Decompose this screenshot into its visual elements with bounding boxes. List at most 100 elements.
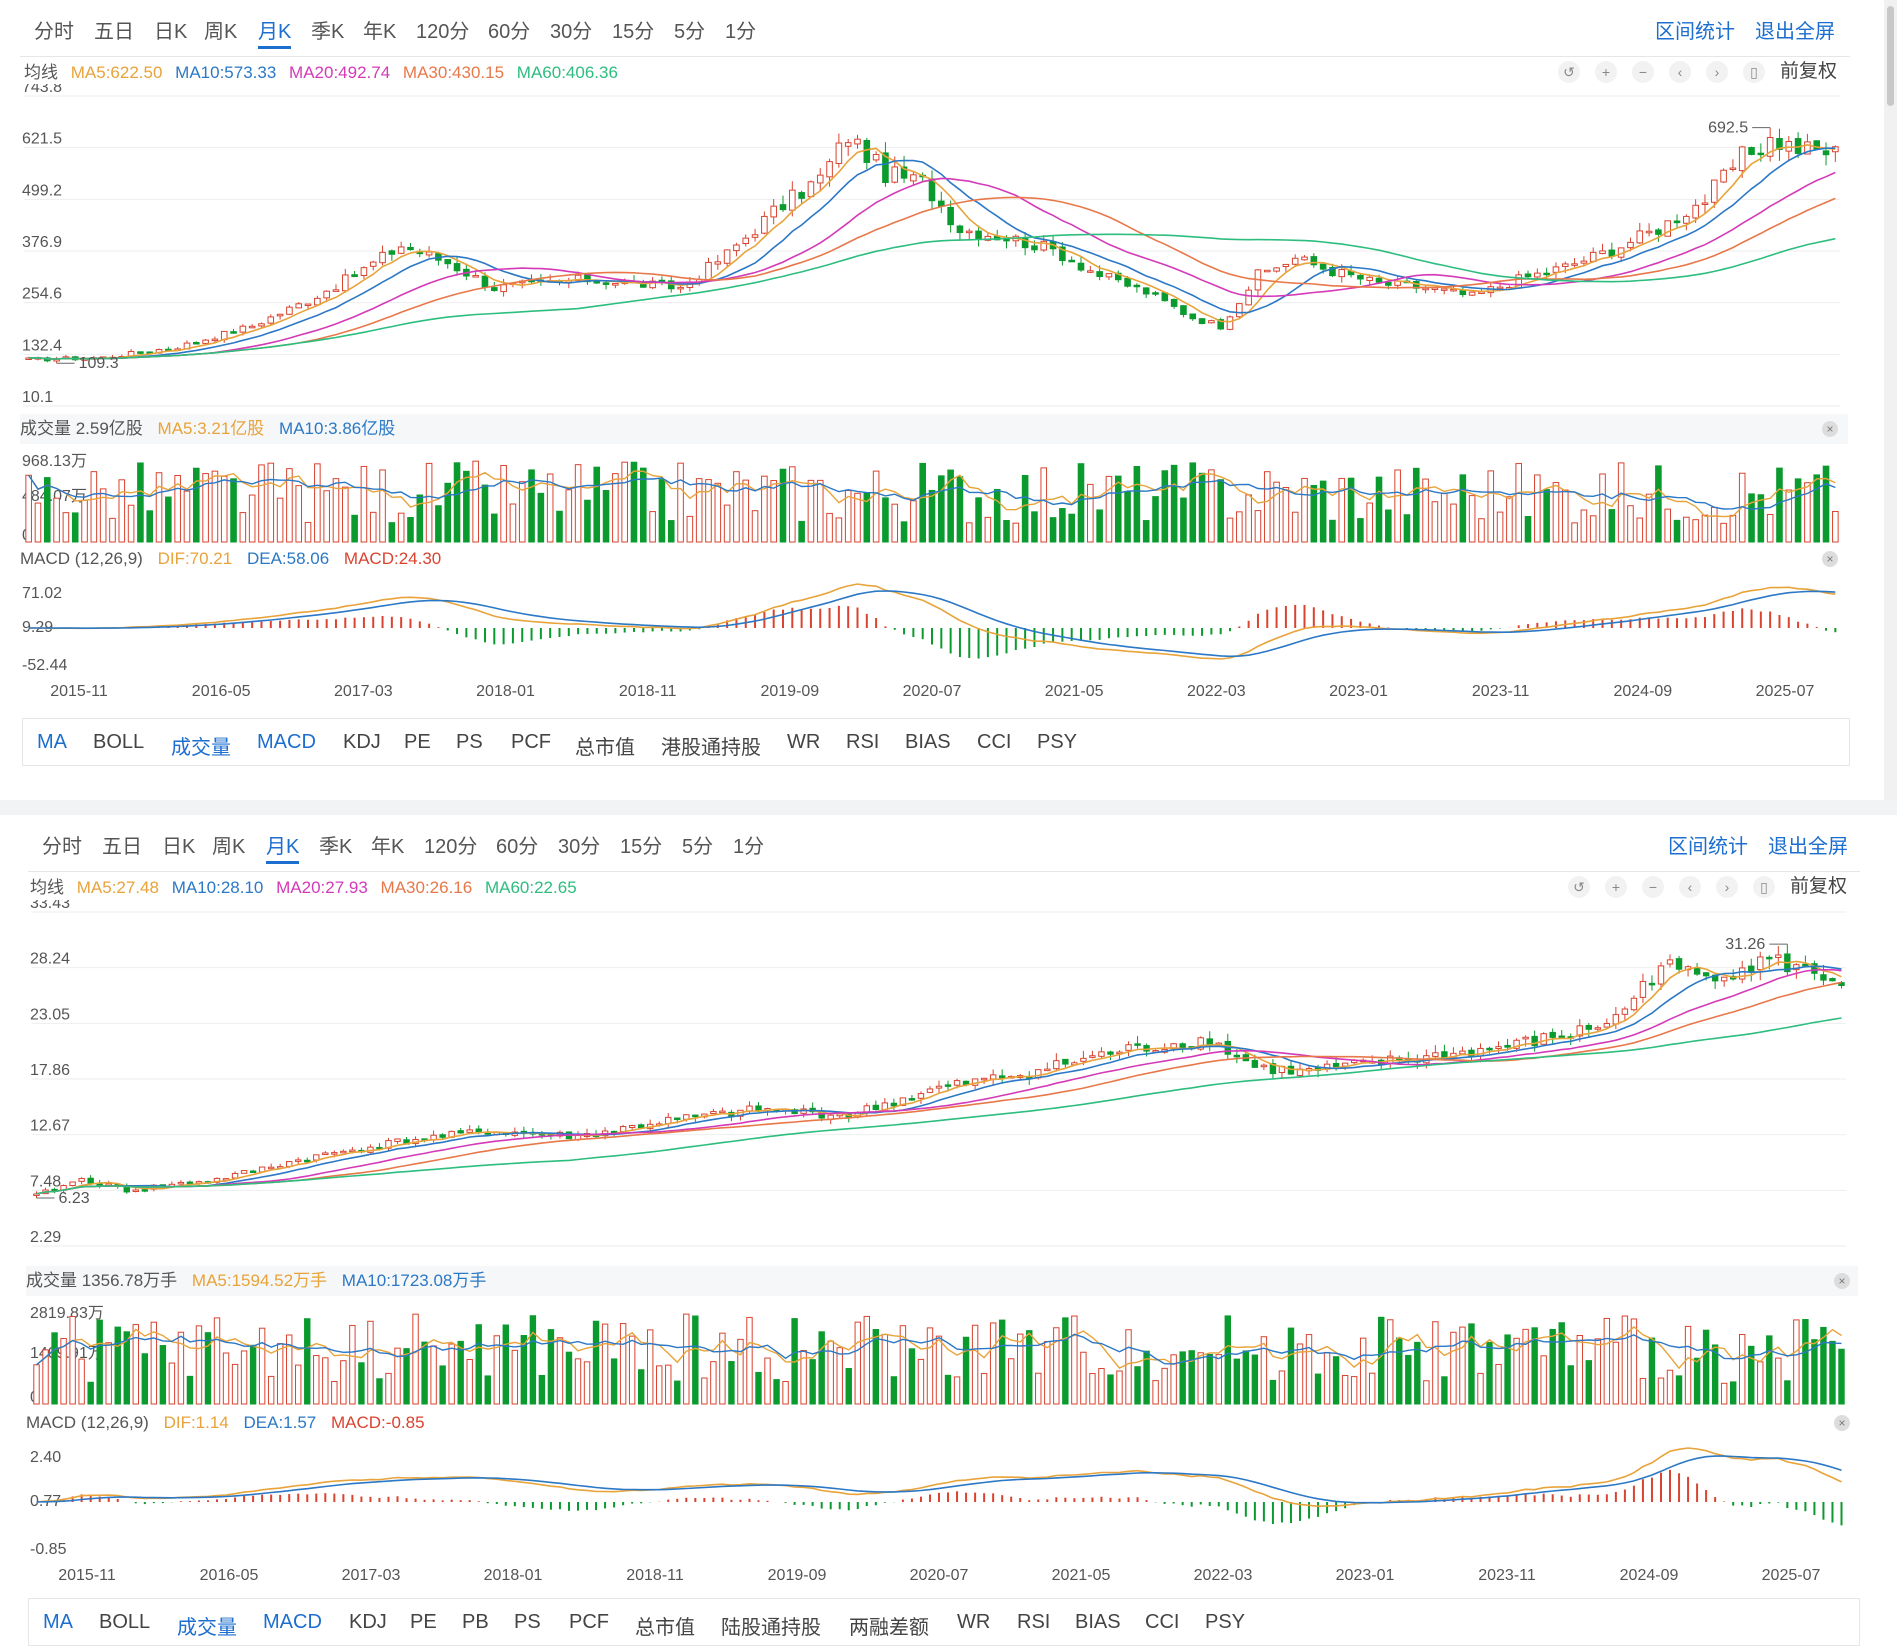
zoom-in-icon[interactable]: + (1605, 876, 1627, 898)
tab-fenshi[interactable]: 分时 (34, 21, 74, 43)
tab-5min[interactable]: 5分 (674, 21, 706, 43)
tab-5min[interactable]: 5分 (682, 836, 714, 858)
tab-30min[interactable]: 30分 (558, 836, 601, 858)
candle-body (1053, 1060, 1060, 1070)
volume-bar (472, 460, 479, 543)
ind-tab-boll[interactable]: BOLL (93, 731, 145, 753)
tab-jik[interactable]: 季K (319, 836, 353, 858)
undo-icon[interactable]: ↺ (1558, 61, 1580, 83)
close-macd-icon[interactable]: × (1822, 551, 1838, 567)
ind-tab-wr[interactable]: WR (957, 1611, 991, 1633)
macd-dea-line (36, 1455, 1842, 1504)
close-volume-icon[interactable]: × (1822, 421, 1838, 437)
ind-tab-cci[interactable]: CCI (977, 731, 1012, 753)
tab-60min[interactable]: 60分 (496, 836, 539, 858)
ind-tab-hk-connect[interactable]: 港股通持股 (661, 737, 761, 759)
candle-body (1739, 967, 1746, 980)
ind-tab-cci[interactable]: CCI (1145, 1611, 1180, 1633)
tab-rik[interactable]: 日K (162, 836, 196, 858)
right-icon[interactable]: › (1706, 61, 1728, 83)
ind-tab-wr[interactable]: WR (787, 731, 821, 753)
ind-tab-volume[interactable]: 成交量 (171, 737, 231, 759)
ind-tab-pe[interactable]: PE (404, 731, 431, 753)
exit-fullscreen-link[interactable]: 退出全屏 (1755, 21, 1835, 43)
volume-bar (610, 1358, 618, 1405)
left-icon[interactable]: ‹ (1679, 876, 1701, 898)
ind-tab-mcap[interactable]: 总市值 (575, 737, 635, 759)
range-stats-link[interactable]: 区间统计 (1655, 21, 1735, 43)
ind-tab-macd[interactable]: MACD (263, 1611, 322, 1633)
ind-tab-rsi[interactable]: RSI (846, 731, 880, 753)
tab-wuri[interactable]: 五日 (102, 836, 142, 858)
volume-bar (1378, 1316, 1385, 1405)
range-stats-link[interactable]: 区间统计 (1668, 836, 1748, 858)
ind-tab-kdj[interactable]: KDJ (343, 731, 381, 753)
volume-bar (379, 469, 386, 543)
tab-15min[interactable]: 15分 (620, 836, 663, 858)
ind-tab-ma[interactable]: MA (37, 731, 67, 753)
ind-tab-boll[interactable]: BOLL (99, 1611, 151, 1633)
tab-zhouk[interactable]: 周K (204, 21, 238, 43)
tab-wuri[interactable]: 五日 (94, 21, 134, 43)
candle-body (928, 178, 936, 202)
candle-icon[interactable]: ▯ (1753, 876, 1775, 898)
tab-rik[interactable]: 日K (154, 21, 188, 43)
page-scrollbar[interactable] (1884, 0, 1897, 800)
ind-tab-macd[interactable]: MACD (257, 731, 316, 753)
ind-tab-psy[interactable]: PSY (1205, 1611, 1246, 1633)
x-axis-label: 2023-11 (1478, 1567, 1536, 1584)
ind-tab-ps[interactable]: PS (514, 1611, 541, 1633)
candle-body (369, 261, 377, 267)
ind-tab-ps[interactable]: PS (456, 731, 483, 753)
tab-120min[interactable]: 120分 (424, 836, 478, 858)
volume-bar (956, 476, 964, 543)
fq-dropdown[interactable]: 前复权 (1780, 61, 1838, 82)
ind-tab-bias[interactable]: BIAS (1075, 1611, 1121, 1633)
undo-icon[interactable]: ↺ (1568, 876, 1590, 898)
tab-120min[interactable]: 120分 (416, 21, 470, 43)
tab-zhouk[interactable]: 周K (212, 836, 246, 858)
tab-yuek[interactable]: 月K (266, 830, 300, 864)
tab-15min[interactable]: 15分 (612, 21, 655, 43)
tab-60min[interactable]: 60分 (488, 21, 531, 43)
x-axis-label: 2023-11 (1472, 683, 1530, 700)
tab-fenshi[interactable]: 分时 (42, 836, 82, 858)
ind-tab-margin[interactable]: 两融差额 (849, 1617, 929, 1639)
tab-niank[interactable]: 年K (363, 21, 397, 43)
tab-niank[interactable]: 年K (371, 836, 405, 858)
left-icon[interactable]: ‹ (1669, 61, 1691, 83)
volume-bar (1189, 462, 1197, 543)
right-icon[interactable]: › (1716, 876, 1738, 898)
close-macd-icon[interactable]: × (1834, 1415, 1850, 1431)
ind-tab-bias[interactable]: BIAS (905, 731, 951, 753)
ind-tab-pb[interactable]: PB (462, 1611, 489, 1633)
ind-tab-volume[interactable]: 成交量 (177, 1617, 237, 1639)
tab-jik[interactable]: 季K (311, 21, 345, 43)
ind-tab-pcf[interactable]: PCF (511, 731, 551, 753)
fq-dropdown[interactable]: 前复权 (1790, 876, 1848, 897)
close-volume-icon[interactable]: × (1834, 1273, 1850, 1289)
volume-bar (1630, 1318, 1638, 1405)
zoom-in-icon[interactable]: + (1595, 61, 1617, 83)
volume-bar (165, 496, 172, 543)
scrollbar-thumb[interactable] (1887, 6, 1894, 106)
ind-tab-rsi[interactable]: RSI (1017, 1611, 1051, 1633)
price-tick-label: 499.2 (22, 182, 62, 199)
tab-1min[interactable]: 1分 (725, 21, 757, 43)
tab-yuek[interactable]: 月K (258, 15, 292, 49)
zoom-out-icon[interactable]: − (1632, 61, 1654, 83)
tab-1min[interactable]: 1分 (733, 836, 765, 858)
ind-tab-pcf[interactable]: PCF (569, 1611, 609, 1633)
ind-tab-kdj[interactable]: KDJ (349, 1611, 387, 1633)
candle-icon[interactable]: ▯ (1743, 61, 1765, 83)
ind-tab-mcap[interactable]: 总市值 (635, 1617, 695, 1639)
price-tick-label: 28.24 (30, 951, 70, 968)
ind-tab-ma[interactable]: MA (43, 1611, 73, 1633)
zoom-out-icon[interactable]: − (1642, 876, 1664, 898)
exit-fullscreen-link[interactable]: 退出全屏 (1768, 836, 1848, 858)
ind-tab-sh-connect[interactable]: 陆股通持股 (721, 1617, 821, 1639)
bottom-macd-header: MACD (12,26,9) DIF:1.14 DEA:1.57 MACD:-0… (26, 1408, 1858, 1438)
ind-tab-psy[interactable]: PSY (1037, 731, 1078, 753)
ind-tab-pe[interactable]: PE (410, 1611, 437, 1633)
tab-30min[interactable]: 30分 (550, 21, 593, 43)
